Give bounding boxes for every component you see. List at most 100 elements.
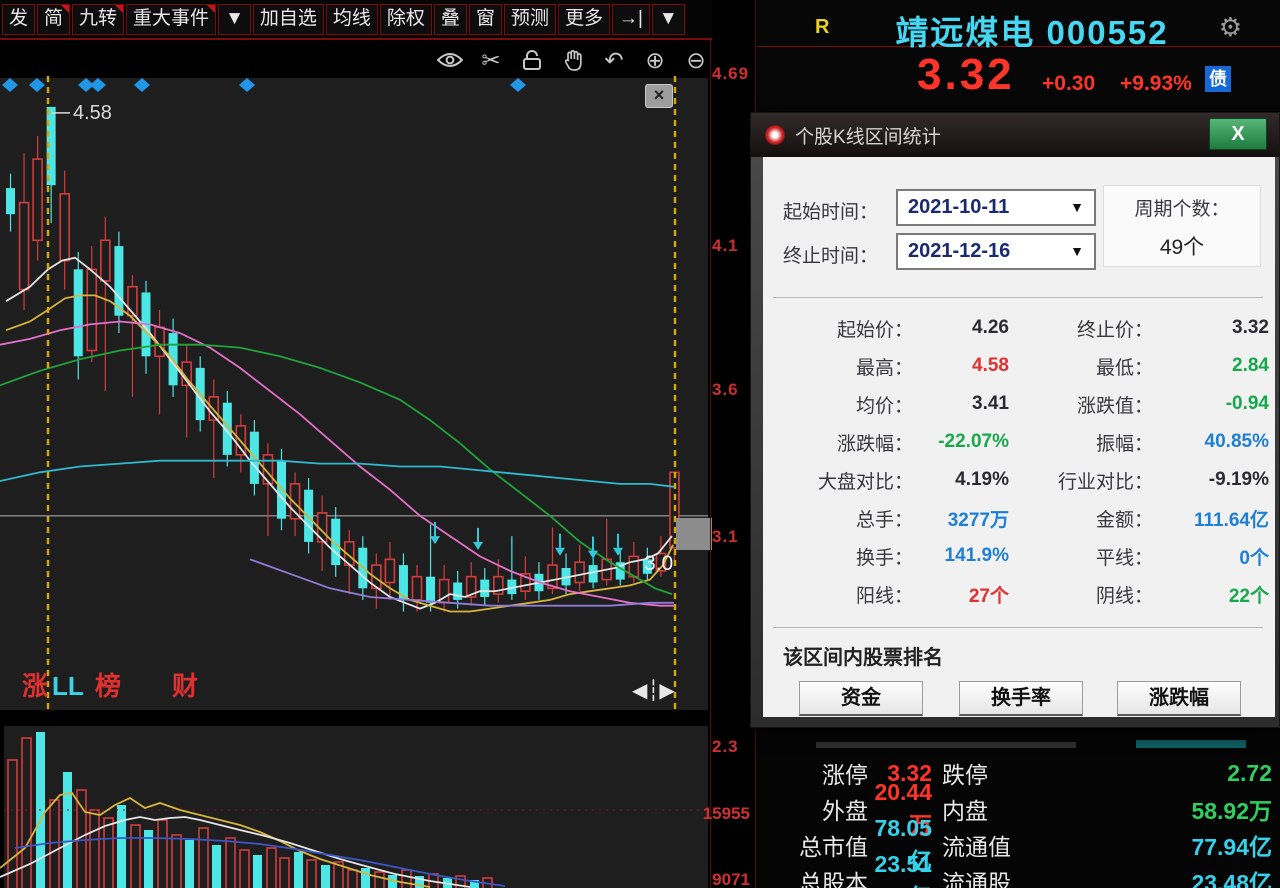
toolbar-button-12[interactable]: →|	[611, 3, 650, 35]
toolbar-button-1[interactable]: 简	[37, 3, 71, 35]
down-arrow-icon	[430, 536, 440, 545]
chart-pane-close-button[interactable]: ×	[645, 84, 673, 108]
stat-label: 大盘对比：	[817, 471, 913, 493]
toolbar-button-8[interactable]: 叠	[433, 3, 467, 35]
divider	[773, 297, 1263, 298]
header-divider	[757, 46, 1280, 47]
new-flag-icon	[61, 4, 70, 13]
end-date-value: 2021-12-16	[908, 240, 1011, 262]
hand-icon[interactable]	[560, 49, 586, 71]
footer-shortcut-2[interactable]: 榜	[95, 671, 121, 701]
quote-detail-panel: 涨停 3.32 跌停 2.72 外盘 20.44万 内盘 58.92万 总市值 78.05亿 流通值…	[756, 728, 1280, 888]
footer-shortcut-3[interactable]: 财	[172, 671, 198, 701]
down-arrow-icon	[588, 550, 598, 559]
toolbar-button-4[interactable]: ▼	[218, 3, 251, 35]
ma-pink-line	[0, 320, 674, 607]
end-date-select[interactable]: 2021-12-16 ▼	[896, 233, 1096, 270]
ma-yellow-line	[5, 294, 674, 613]
detail-value: 78.05亿	[874, 814, 932, 874]
diamond-icon	[510, 78, 526, 92]
stat-value: -0.94	[1225, 393, 1269, 414]
rank-by-capital-button[interactable]: 资金	[799, 681, 923, 716]
detail-value: 2.72	[1227, 759, 1272, 786]
down-arrow-icon	[613, 547, 623, 556]
stat-label: 终止价：	[1076, 319, 1153, 341]
start-date-select[interactable]: 2021-10-11 ▼	[896, 189, 1096, 226]
ma-green-line	[0, 343, 673, 595]
chart-tools-row: ✂ ↶ ⊕ ⊖	[433, 42, 709, 78]
toolbar-button-2[interactable]: 九转	[72, 3, 125, 35]
stat-label: 最高：	[855, 357, 913, 379]
lock-icon[interactable]	[519, 49, 545, 71]
detail-value: 58.92万	[1191, 798, 1272, 824]
toolbar-button-9[interactable]: 窗	[468, 3, 502, 35]
rank-by-turnover-button[interactable]: 换手率	[959, 681, 1083, 716]
period-count-label: 周期个数：	[1134, 199, 1230, 220]
scissors-icon[interactable]: ✂	[481, 46, 501, 73]
gear-icon[interactable]: ⚙	[1218, 12, 1242, 42]
toolbar-button-7[interactable]: 除权	[379, 3, 432, 35]
diamond-icon	[239, 78, 255, 92]
price-tick-label: 3.1	[712, 527, 739, 546]
dialog-close-button[interactable]: X	[1209, 118, 1267, 150]
footer-shortcut-0[interactable]: 涨	[22, 671, 48, 701]
stat-value: -22.07%	[938, 431, 1009, 452]
ma-white-line	[5, 256, 673, 610]
stat-value: 2.84	[1232, 355, 1269, 376]
kline-nav-arrows[interactable]: ◀┆▶	[632, 679, 675, 702]
price-tick-label: 2.3	[712, 737, 739, 756]
toolbar-button-5[interactable]: 加自选	[252, 3, 324, 35]
eye-icon[interactable]	[437, 50, 463, 70]
dialog-title-bar[interactable]: 个股K线区间统计 X	[751, 113, 1279, 157]
volume-bars-layer	[7, 732, 493, 888]
volume-tick-label: 15955	[702, 804, 750, 823]
ranking-section-label: 该区间内股票排名	[783, 647, 943, 669]
price-change: +0.30	[1042, 72, 1096, 95]
bond-badge[interactable]: 债	[1205, 66, 1231, 92]
down-arrow-icon	[473, 541, 483, 550]
diamond-icon	[134, 78, 150, 92]
vol-blue-line	[14, 837, 506, 887]
chevron-down-icon[interactable]: ▼	[1070, 199, 1084, 215]
high-price-label: 4.58	[73, 102, 112, 124]
app-logo-icon	[765, 125, 785, 145]
stat-label: 起始价：	[836, 319, 913, 341]
stat-value: 3.32	[1232, 317, 1269, 338]
toolbar-button-0[interactable]: 发	[2, 3, 36, 35]
stat-value: 141.9%	[944, 545, 1009, 566]
detail-value: 23.48亿	[1191, 870, 1272, 888]
price-tick-label: 3.6	[712, 380, 739, 399]
zoom-in-icon[interactable]: ⊕	[645, 46, 665, 73]
new-flag-icon	[207, 4, 216, 13]
detail-label: 内盘	[942, 798, 988, 824]
toolbar-button-11[interactable]: 更多	[557, 3, 610, 35]
stat-label: 行业对比：	[1057, 471, 1153, 493]
stat-value: 27个	[968, 585, 1009, 607]
stat-label: 换手：	[855, 547, 913, 569]
detail-value: 20.44万	[874, 778, 932, 838]
toolbar-button-6[interactable]: 均线	[325, 3, 378, 35]
footer-shortcut-1[interactable]: LL	[52, 671, 84, 701]
detail-label: 流通值	[942, 834, 1011, 860]
toolbar-button-10[interactable]: 预测	[503, 3, 556, 35]
period-count-box: 周期个数： 49个	[1103, 185, 1261, 267]
event-diamond-markers[interactable]	[2, 78, 526, 92]
stock-title[interactable]: 靖远煤电 000552	[895, 14, 1169, 51]
detail-value: 23.51亿	[874, 850, 932, 888]
ma-cyan-line	[0, 459, 675, 488]
period-count-value: 49个	[1159, 236, 1205, 259]
diamond-icon	[2, 78, 18, 92]
stat-label: 涨跌幅：	[836, 433, 913, 455]
detail-label: 涨停	[822, 762, 868, 788]
stat-value: 3.41	[972, 393, 1009, 414]
zoom-out-icon[interactable]: ⊖	[686, 46, 706, 73]
r-margin-badge: R	[815, 16, 830, 38]
toolbar-button-3[interactable]: 重大事件	[126, 3, 217, 35]
toolbar-button-13[interactable]: ▼	[651, 3, 685, 35]
chevron-down-icon[interactable]: ▼	[1070, 243, 1084, 259]
rank-by-change-button[interactable]: 涨跌幅	[1117, 681, 1241, 716]
quote-detail-row: 总股本 23.51亿流通股 23.48亿	[756, 851, 1280, 888]
detail-value: 77.94亿	[1191, 834, 1272, 860]
undo-icon[interactable]: ↶	[604, 46, 624, 73]
